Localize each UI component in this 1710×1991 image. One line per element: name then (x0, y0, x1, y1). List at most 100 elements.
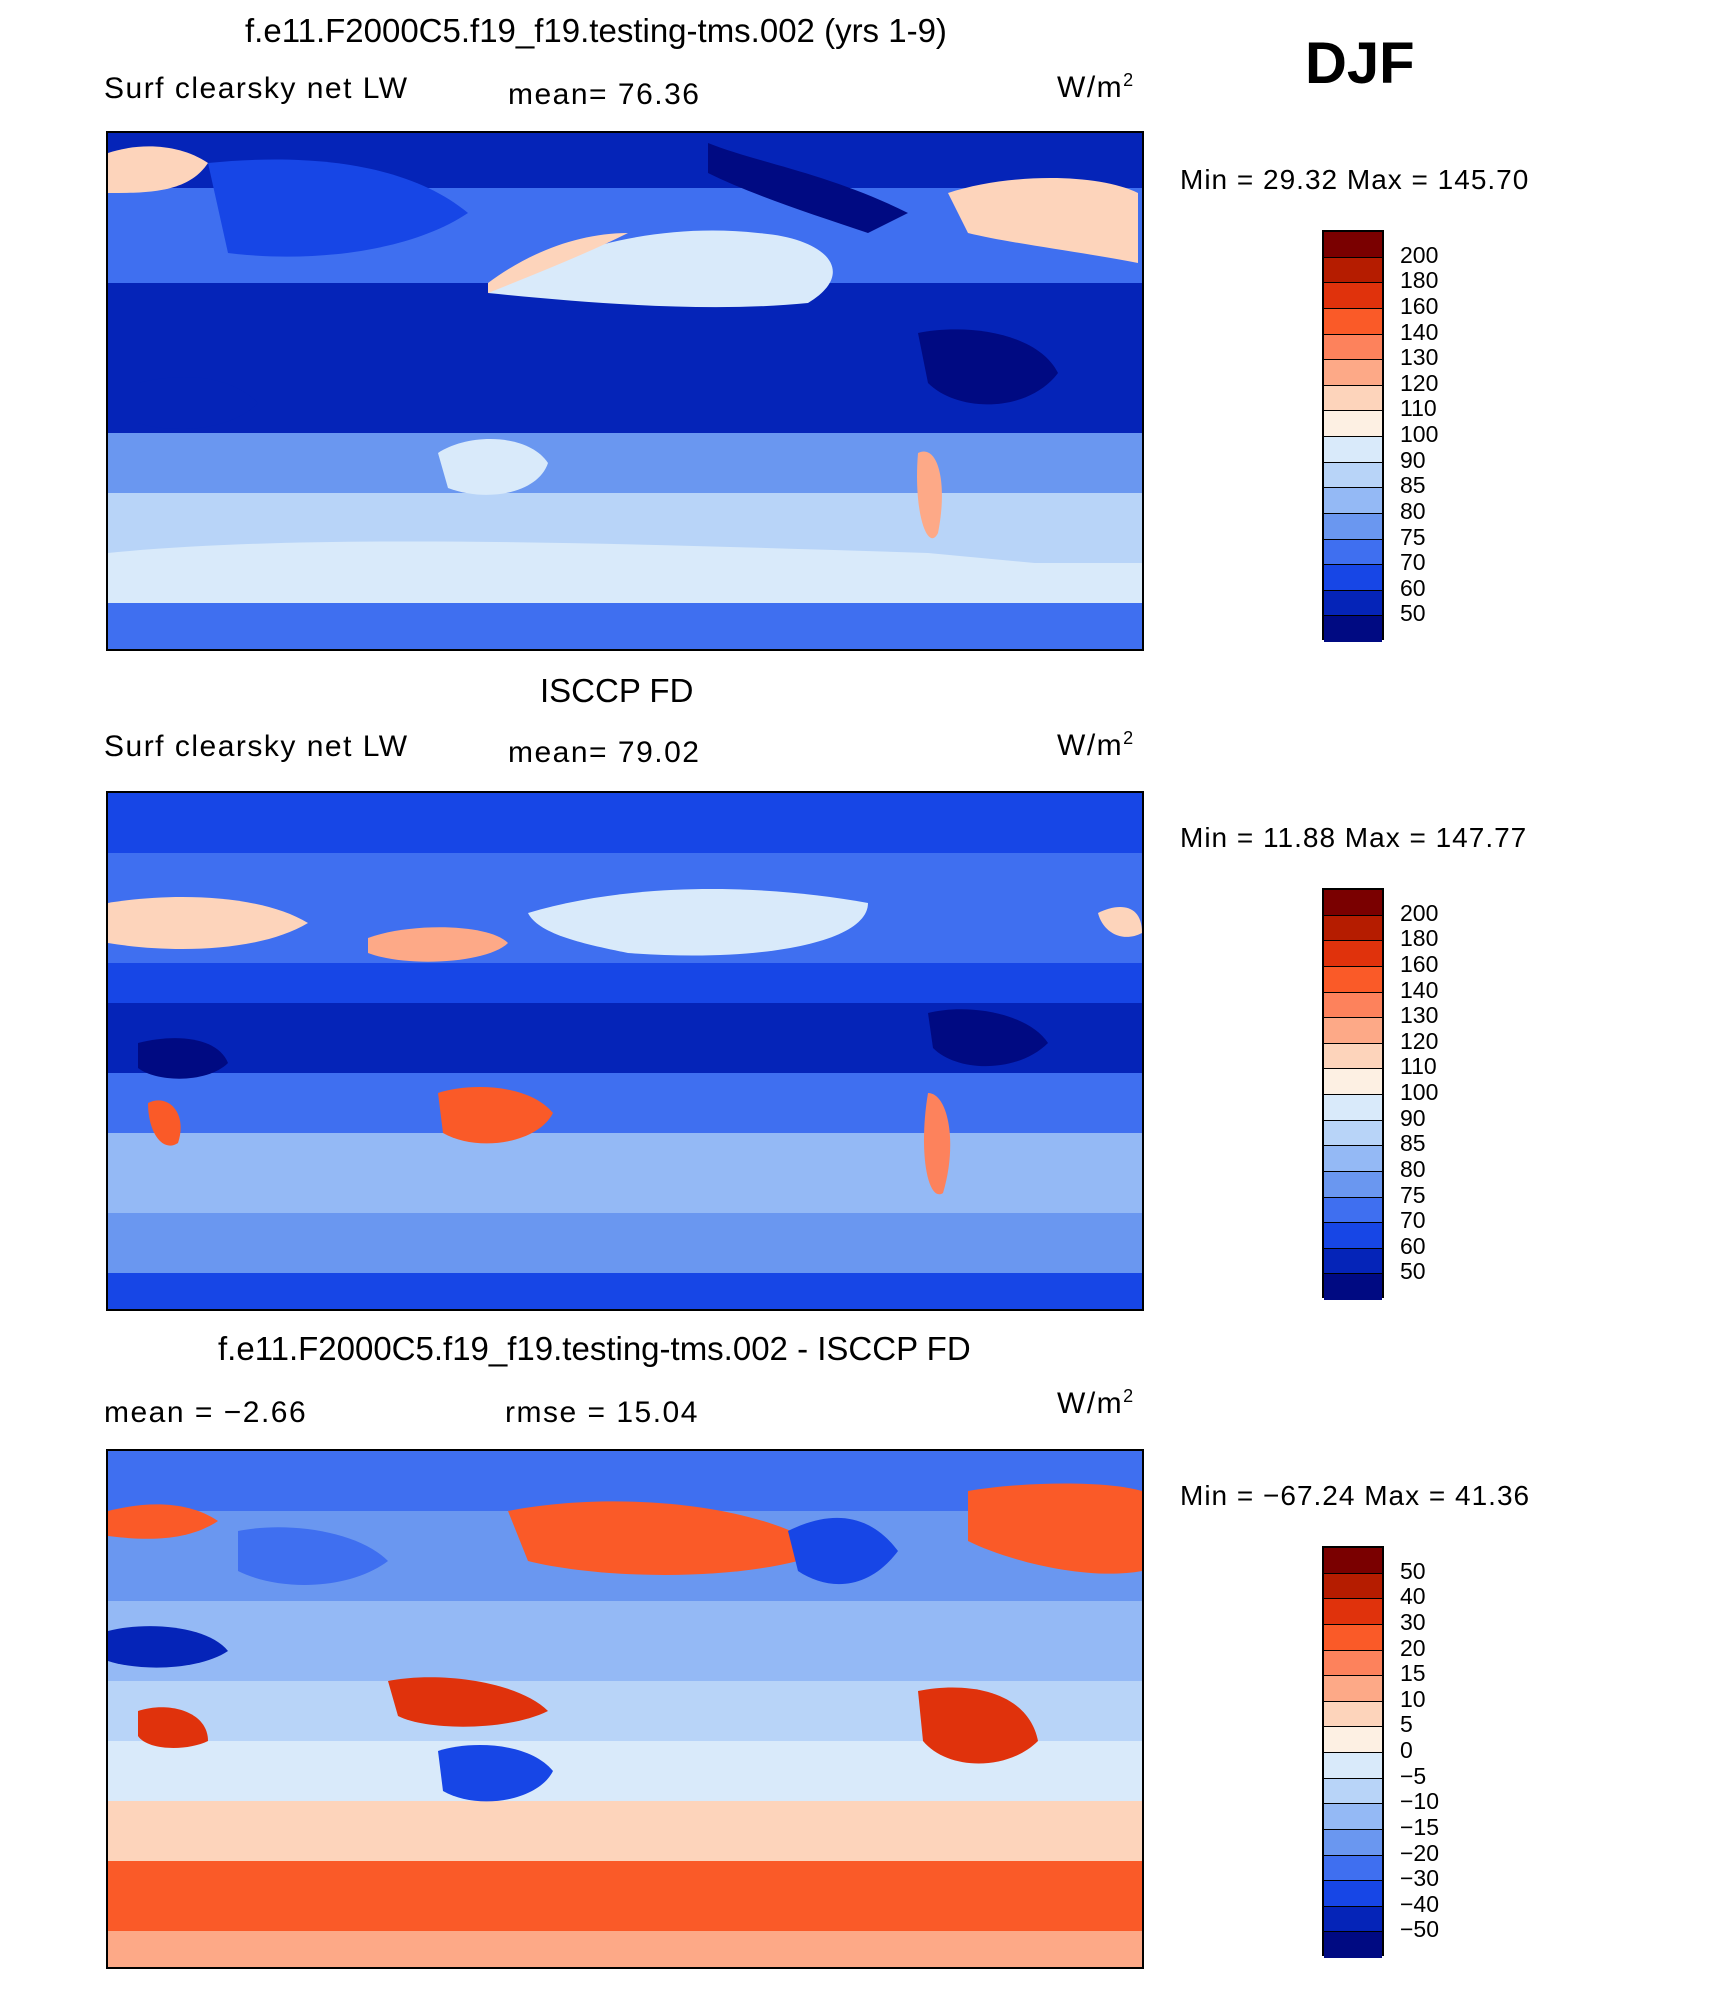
colorbar-segment (1324, 411, 1382, 437)
colorbar-tick-label: −40 (1400, 1890, 1440, 1917)
colorbar-segment (1324, 565, 1382, 591)
colorbar-tick-label: 50 (1400, 1557, 1426, 1584)
panel-2-map (106, 791, 1144, 1311)
colorbar-tick-label: 90 (1400, 446, 1426, 473)
panel-3-rmse: rmse = 15.04 (505, 1396, 699, 1429)
panel-1-title: f.e11.F2000C5.f19_f19.testing-tms.002 (y… (245, 12, 947, 49)
colorbar-tick-label: 130 (1400, 1002, 1439, 1029)
colorbar-segment (1324, 1855, 1382, 1882)
colorbar-tick-label: 60 (1400, 574, 1426, 601)
colorbar-segment (1324, 308, 1382, 335)
colorbar-segment (1324, 1701, 1382, 1728)
colorbar-segment (1324, 1171, 1382, 1198)
panel-2-mean: mean= 79.02 (508, 736, 701, 769)
colorbar-tick-label: 110 (1400, 395, 1437, 422)
panel-3-colorbar-ticks: 50 40 30 20 15 10 5 0 −5 −10 −15 −20 −30 −40 −50 (1400, 1546, 1480, 1956)
panel-3-mean: mean = −2.66 (104, 1396, 308, 1429)
colorbar-segment (1324, 488, 1382, 514)
colorbar-segment (1324, 1095, 1382, 1121)
colorbar-segment (1324, 1548, 1382, 1574)
colorbar-tick-label: 80 (1400, 1155, 1426, 1182)
colorbar-tick-label: −5 (1400, 1762, 1427, 1789)
colorbar-segment (1324, 1906, 1382, 1933)
colorbar-segment (1324, 1274, 1382, 1300)
colorbar-segment (1324, 1932, 1382, 1958)
colorbar-segment (1324, 966, 1382, 993)
colorbar-tick-label: −15 (1400, 1813, 1440, 1840)
colorbar-segment (1324, 334, 1382, 361)
colorbar-tick-label: 50 (1400, 600, 1426, 627)
colorbar-tick-label: 180 (1400, 267, 1439, 294)
colorbar-segment (1324, 1624, 1382, 1651)
colorbar-segment (1324, 915, 1382, 942)
colorbar-segment (1324, 1753, 1382, 1779)
colorbar-tick-label: 100 (1400, 1079, 1439, 1105)
colorbar-tick-label: −20 (1400, 1839, 1440, 1866)
colorbar-tick-label: 0 (1400, 1737, 1413, 1763)
colorbar-tick-label: 50 (1400, 1258, 1426, 1285)
panel-1-units: W/m2 (1057, 70, 1135, 104)
colorbar-tick-label: 140 (1400, 318, 1439, 345)
colorbar-tick-label: 120 (1400, 1027, 1439, 1054)
colorbar-tick-label: 30 (1400, 1608, 1426, 1635)
colorbar-tick-label: 10 (1400, 1685, 1426, 1712)
colorbar-tick-label: −10 (1400, 1788, 1440, 1815)
panel-1-map (106, 131, 1144, 651)
colorbar-segment (1324, 1804, 1382, 1830)
colorbar-tick-label: 85 (1400, 472, 1426, 499)
colorbar-tick-label: 70 (1400, 549, 1426, 576)
colorbar-segment (1324, 1727, 1382, 1753)
colorbar-tick-label: 200 (1400, 241, 1439, 268)
season-label: DJF (1305, 31, 1415, 96)
panel-2-units: W/m2 (1057, 728, 1135, 762)
panel-2-title: ISCCP FD (540, 672, 694, 709)
colorbar-tick-label: 200 (1400, 899, 1439, 926)
colorbar-segment (1324, 1829, 1382, 1856)
colorbar-tick-label: 110 (1400, 1053, 1437, 1080)
colorbar-segment (1324, 1650, 1382, 1677)
colorbar-tick-label: 15 (1400, 1660, 1426, 1687)
panel-3-colorbar (1322, 1546, 1384, 1958)
colorbar-segment (1324, 941, 1382, 967)
panel-3-map (106, 1449, 1144, 1969)
panel-2-variable: Surf clearsky net LW (104, 730, 409, 763)
colorbar-tick-label: 160 (1400, 950, 1439, 977)
panel-2-colorbar-ticks: 200 180 160 140 130 120 110 100 90 85 80 75 70 60 50 (1400, 888, 1480, 1298)
panel-2-minmax: Min = 11.88 Max = 147.77 (1180, 822, 1528, 853)
colorbar-segment (1324, 1043, 1382, 1070)
panel-1-mean: mean= 76.36 (508, 78, 701, 111)
colorbar-tick-label: 75 (1400, 1181, 1426, 1208)
colorbar-segment (1324, 992, 1382, 1019)
colorbar-segment (1324, 360, 1382, 386)
panel-1-colorbar-ticks: 200 180 160 140 130 120 110 100 90 85 80 75 70 60 50 (1400, 230, 1480, 640)
panel-1-variable: Surf clearsky net LW (104, 72, 409, 105)
colorbar-tick-label: 60 (1400, 1232, 1426, 1259)
colorbar-segment (1324, 1573, 1382, 1600)
colorbar-tick-label: 40 (1400, 1583, 1426, 1610)
colorbar-segment (1324, 590, 1382, 617)
colorbar-tick-label: 80 (1400, 497, 1426, 524)
colorbar-segment (1324, 1018, 1382, 1044)
colorbar-segment (1324, 283, 1382, 309)
colorbar-segment (1324, 1069, 1382, 1095)
colorbar-segment (1324, 1223, 1382, 1249)
colorbar-tick-label: 140 (1400, 976, 1439, 1003)
colorbar-tick-label: 180 (1400, 925, 1439, 952)
colorbar-segment (1324, 1778, 1382, 1805)
panel-1-colorbar (1322, 230, 1384, 642)
panel-3-minmax: Min = −67.24 Max = 41.36 (1180, 1480, 1531, 1511)
colorbar-tick-label: 100 (1400, 421, 1439, 447)
colorbar-segment (1324, 1881, 1382, 1907)
colorbar-segment (1324, 1599, 1382, 1625)
colorbar-segment (1324, 616, 1382, 642)
colorbar-segment (1324, 539, 1382, 566)
colorbar-segment (1324, 890, 1382, 916)
colorbar-tick-label: 130 (1400, 344, 1439, 371)
colorbar-segment (1324, 1676, 1382, 1702)
colorbar-tick-label: 5 (1400, 1711, 1413, 1738)
colorbar-segment (1324, 437, 1382, 463)
colorbar-segment (1324, 513, 1382, 540)
colorbar-segment (1324, 232, 1382, 258)
colorbar-segment (1324, 385, 1382, 412)
colorbar-tick-label: 75 (1400, 523, 1426, 550)
